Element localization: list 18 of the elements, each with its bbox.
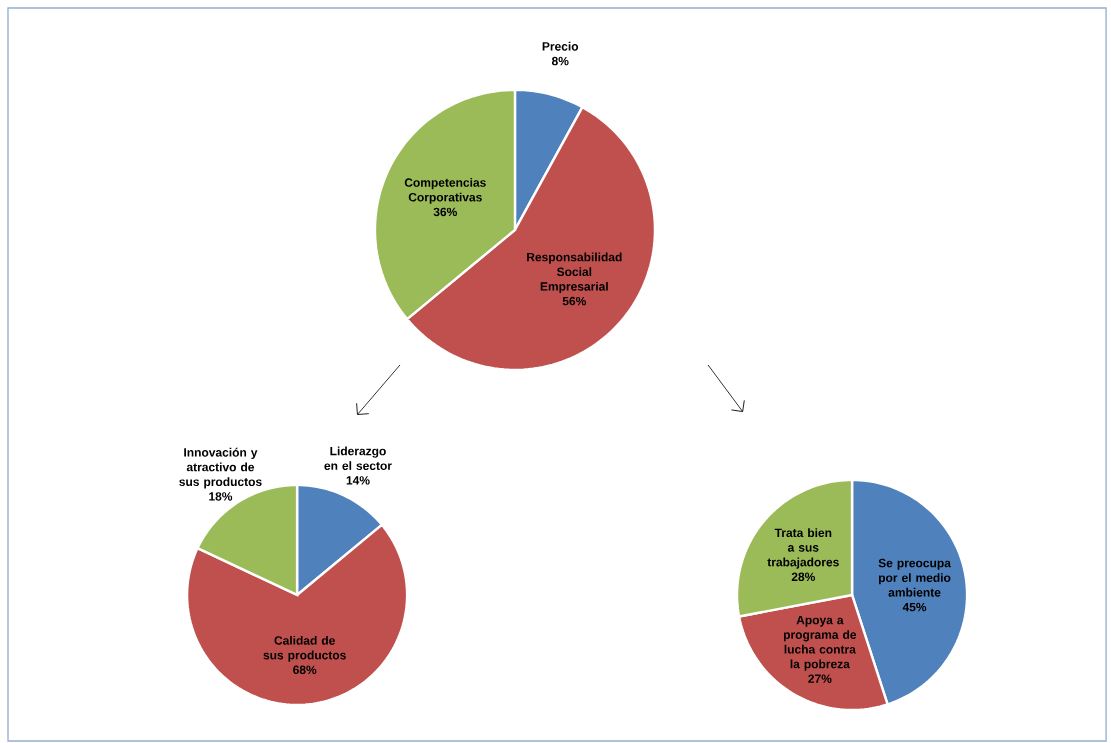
slice-label: Responsabilidad Social Empresarial <box>527 252 622 294</box>
data-label: 36% <box>433 207 457 217</box>
data-label: 8% <box>551 56 569 66</box>
data-label: 56% <box>562 296 586 306</box>
slice-label: Calidad de sus productos <box>263 635 346 662</box>
data-label: 45% <box>902 602 927 612</box>
slice-label: Precio <box>542 41 579 51</box>
slice-label: Innovación y atractivo de sus productos <box>179 447 262 489</box>
slice-label: Liderazgo en el sector <box>324 446 392 470</box>
data-label: 18% <box>209 492 233 501</box>
slice-label: Competencias Corporativas <box>404 178 486 204</box>
slice-label: Se preocupa por el medio ambiente <box>878 558 951 597</box>
data-label: 28% <box>791 572 815 582</box>
slice-label: Apoya a programa de lucha contra la pobreza <box>783 615 857 671</box>
data-label: 27% <box>808 674 832 683</box>
data-label: 14% <box>346 476 370 485</box>
slice-label: Trata bien a sus trabajadores <box>767 528 839 569</box>
data-label: 68% <box>293 665 317 675</box>
